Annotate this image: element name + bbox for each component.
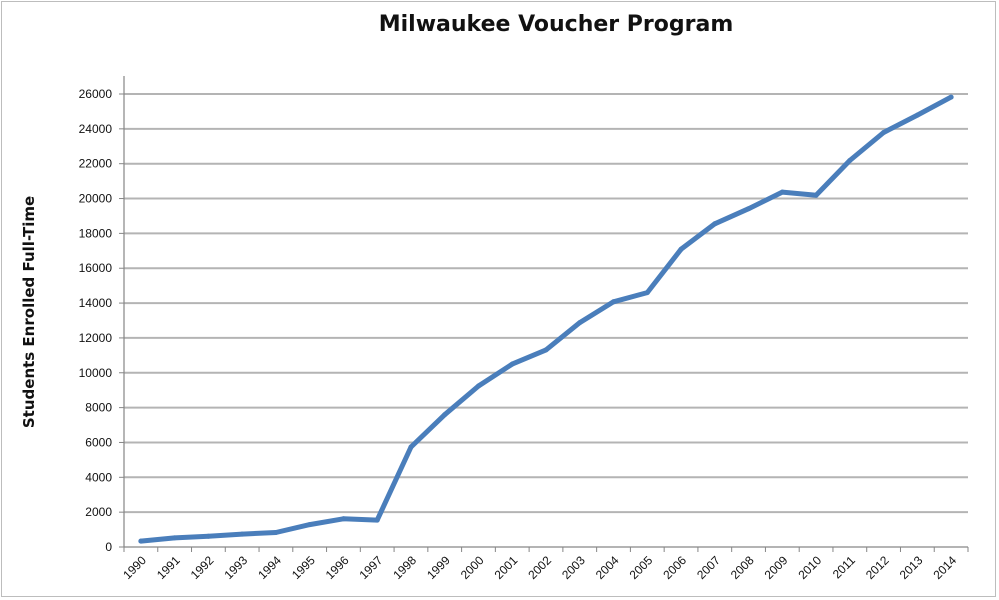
y-tick-label: 0 <box>105 540 112 554</box>
y-tick-label: 24000 <box>79 122 113 136</box>
y-axis-label: Students Enrolled Full-Time <box>20 196 38 428</box>
data-point <box>442 412 448 418</box>
x-tick-label: 2006 <box>660 553 689 582</box>
data-point <box>307 522 313 528</box>
y-tick-label: 10000 <box>79 366 113 380</box>
x-tick-label: 2013 <box>897 553 926 582</box>
data-point <box>813 192 819 198</box>
x-tick-label: 2002 <box>525 553 554 582</box>
x-tick-label: 2004 <box>593 553 622 582</box>
axes <box>119 76 969 552</box>
y-tick-label: 20000 <box>79 192 113 206</box>
y-tick-label: 2000 <box>85 505 112 519</box>
x-tick-label: 2014 <box>930 553 959 582</box>
data-point <box>476 383 481 389</box>
data-point <box>273 530 279 535</box>
chart-title: Milwaukee Voucher Program <box>379 12 734 37</box>
y-tick-labels: 0 2000 4000 6000 8000 10000 12000 14000 16000 180… <box>79 87 113 554</box>
x-tick-label: 2001 <box>492 553 521 582</box>
data-point <box>881 130 887 135</box>
x-tick-label: 2012 <box>863 553 892 582</box>
x-tick-label: 1995 <box>289 553 318 582</box>
x-tick-label: 1992 <box>188 553 217 582</box>
x-tick-label: 2000 <box>458 553 487 582</box>
x-tick-label: 2008 <box>728 553 757 582</box>
data-point <box>746 206 752 212</box>
data-point <box>644 290 650 296</box>
y-tick-label: 4000 <box>85 470 112 484</box>
data-point <box>577 320 583 326</box>
data-point <box>611 299 616 305</box>
x-tick-label: 2003 <box>559 553 588 582</box>
data-point <box>408 444 414 450</box>
x-tick-label: 1996 <box>323 553 352 582</box>
y-tick-label: 16000 <box>79 261 113 275</box>
y-tick-label: 18000 <box>79 226 113 240</box>
x-tick-label: 2010 <box>795 553 824 582</box>
y-tick-label: 6000 <box>85 435 112 449</box>
x-tick-label: 1994 <box>255 553 284 582</box>
series-layer <box>138 94 954 544</box>
x-tick-label: 2005 <box>627 553 656 582</box>
x-tick-label: 1990 <box>120 553 149 582</box>
y-tick-label: 8000 <box>85 401 112 415</box>
y-tick-label: 12000 <box>79 331 113 345</box>
data-point <box>914 112 920 118</box>
data-point <box>340 516 346 522</box>
data-point <box>543 347 549 353</box>
y-tick-label: 14000 <box>79 296 113 310</box>
data-point <box>172 535 178 541</box>
gridlines <box>124 93 968 514</box>
data-point <box>712 221 718 227</box>
data-point <box>847 158 853 163</box>
x-tick-label: 1998 <box>390 553 419 582</box>
x-tick-label: 1999 <box>424 553 453 582</box>
x-tick-label: 2007 <box>694 553 723 582</box>
y-tick-label: 26000 <box>79 87 113 101</box>
x-tick-label: 1993 <box>221 553 250 582</box>
data-point <box>779 189 785 195</box>
data-point <box>678 246 684 252</box>
y-tick-label: 22000 <box>79 157 113 171</box>
data-point <box>948 94 954 100</box>
data-point <box>509 361 515 367</box>
x-tick-label: 1991 <box>154 553 183 582</box>
data-point <box>138 538 144 544</box>
x-tick-label: 1997 <box>357 553 386 582</box>
data-point <box>374 517 380 523</box>
x-tick-label: 2009 <box>762 553 791 582</box>
data-point <box>239 531 245 537</box>
x-tick-label: 2011 <box>830 553 858 581</box>
data-point <box>205 533 211 539</box>
x-tick-labels: 1990 1991 1992 1993 1994 1995 1996 1997 1998 1999… <box>120 553 959 582</box>
